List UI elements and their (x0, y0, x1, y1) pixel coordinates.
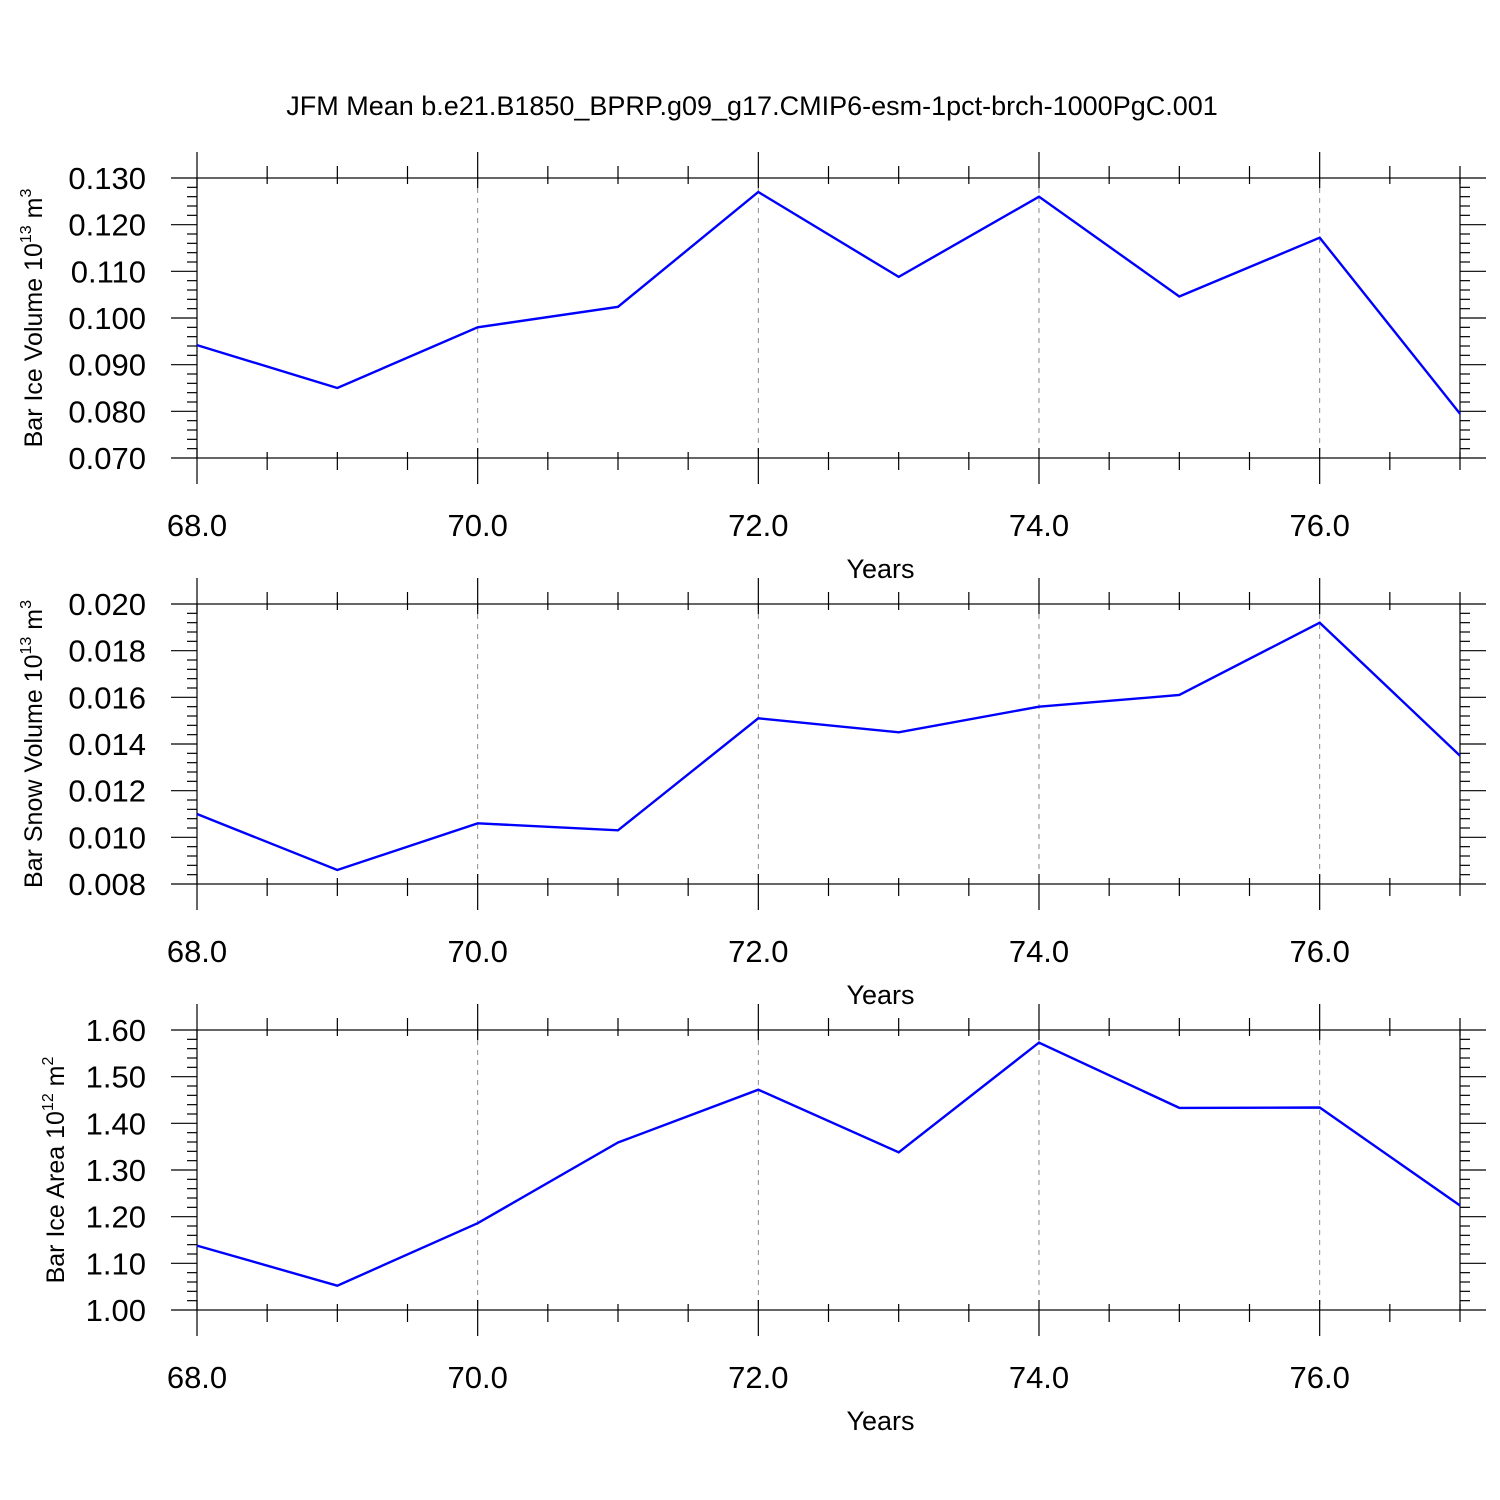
y-tick-label: 0.080 (68, 394, 146, 429)
x-tick-label: 70.0 (447, 508, 507, 543)
y-tick-label: 0.018 (68, 634, 146, 669)
x-tick-label: 70.0 (447, 934, 507, 969)
y-tick-label: 0.090 (68, 348, 146, 383)
y-tick-label: 0.130 (68, 161, 146, 196)
y-axis-label-text: Bar Ice Volume 10 (20, 243, 48, 447)
x-tick-label: 72.0 (728, 508, 788, 543)
y-axis-label-unit: m (42, 1066, 70, 1094)
y-axis-label-text: Bar Ice Area 10 (42, 1111, 70, 1283)
x-tick-label: 68.0 (167, 934, 227, 969)
x-tick-label: 74.0 (1009, 508, 1069, 543)
y-tick-label: 1.00 (86, 1293, 146, 1328)
y-tick-label: 0.014 (68, 727, 146, 762)
x-tick-label: 74.0 (1009, 934, 1069, 969)
series-line (196, 621, 1461, 872)
y-axis-label-exponent: 13 (18, 225, 35, 243)
panel-1: 0.070 0.080 0.090 0.100 0.110 0.120 0.130 68.0 7… (18, 152, 1486, 584)
figure-title: JFM Mean b.e21.B1850_BPRP.g09_g17.CMIP6-… (286, 91, 1218, 121)
y-tick-label: 0.008 (68, 867, 146, 902)
x-tick-label: 74.0 (1009, 1360, 1069, 1395)
panel-3: 1.00 1.10 1.20 1.30 1.40 1.50 1.60 68.0 70.0 72.0… (40, 1004, 1486, 1436)
y-tick-label: 1.10 (86, 1246, 146, 1281)
y-axis-label-text: Bar Snow Volume 10 (20, 655, 48, 888)
y-axis-label: Bar Ice Volume 1013 m3 (18, 189, 48, 448)
x-tick-label: 68.0 (167, 1360, 227, 1395)
y-axis-label-unit: m (20, 198, 48, 226)
x-tick-label: 72.0 (728, 1360, 788, 1395)
y-axis-label-unit-exponent: 2 (40, 1057, 57, 1066)
y-axis-label: Bar Ice Area 1012 m2 (40, 1057, 70, 1284)
y-axis-label: Bar Snow Volume 1013 m3 (18, 600, 48, 888)
x-axis-label: Years (846, 554, 914, 584)
y-tick-label: 1.20 (86, 1200, 146, 1235)
y-tick-label: 0.016 (68, 680, 146, 715)
y-tick-label: 0.010 (68, 820, 146, 855)
x-tick-label: 76.0 (1289, 934, 1349, 969)
y-tick-label: 0.110 (71, 254, 146, 289)
y-axis-label-unit-exponent: 3 (18, 600, 35, 609)
x-tick-label: 70.0 (447, 1360, 507, 1395)
series-line (196, 190, 1461, 415)
x-tick-label: 68.0 (167, 508, 227, 543)
x-tick-label: 76.0 (1289, 508, 1349, 543)
y-tick-label: 1.50 (86, 1060, 146, 1095)
y-axis-label-unit: m (20, 609, 48, 637)
series-line (196, 1041, 1461, 1287)
y-tick-label: 0.012 (68, 774, 146, 809)
y-tick-label: 0.120 (68, 208, 146, 243)
y-tick-label: 1.60 (86, 1013, 146, 1048)
x-axis-label: Years (846, 1406, 914, 1436)
x-tick-label: 76.0 (1289, 1360, 1349, 1395)
x-axis-label: Years (846, 980, 914, 1010)
y-tick-label: 1.30 (86, 1153, 146, 1188)
y-tick-label: 1.40 (86, 1106, 146, 1141)
y-tick-label: 0.070 (68, 441, 146, 476)
panel-2: 0.008 0.010 0.012 0.014 0.016 0.018 0.020 68.0 7… (18, 578, 1486, 1010)
y-tick-label: 0.100 (68, 301, 146, 336)
y-axis-label-unit-exponent: 3 (18, 189, 35, 198)
x-tick-label: 72.0 (728, 934, 788, 969)
y-tick-label: 0.020 (68, 587, 146, 622)
y-axis-label-exponent: 12 (40, 1093, 57, 1111)
panels: 0.070 0.080 0.090 0.100 0.110 0.120 0.130 68.0 7… (18, 152, 1486, 1436)
y-axis-label-exponent: 13 (18, 637, 35, 655)
